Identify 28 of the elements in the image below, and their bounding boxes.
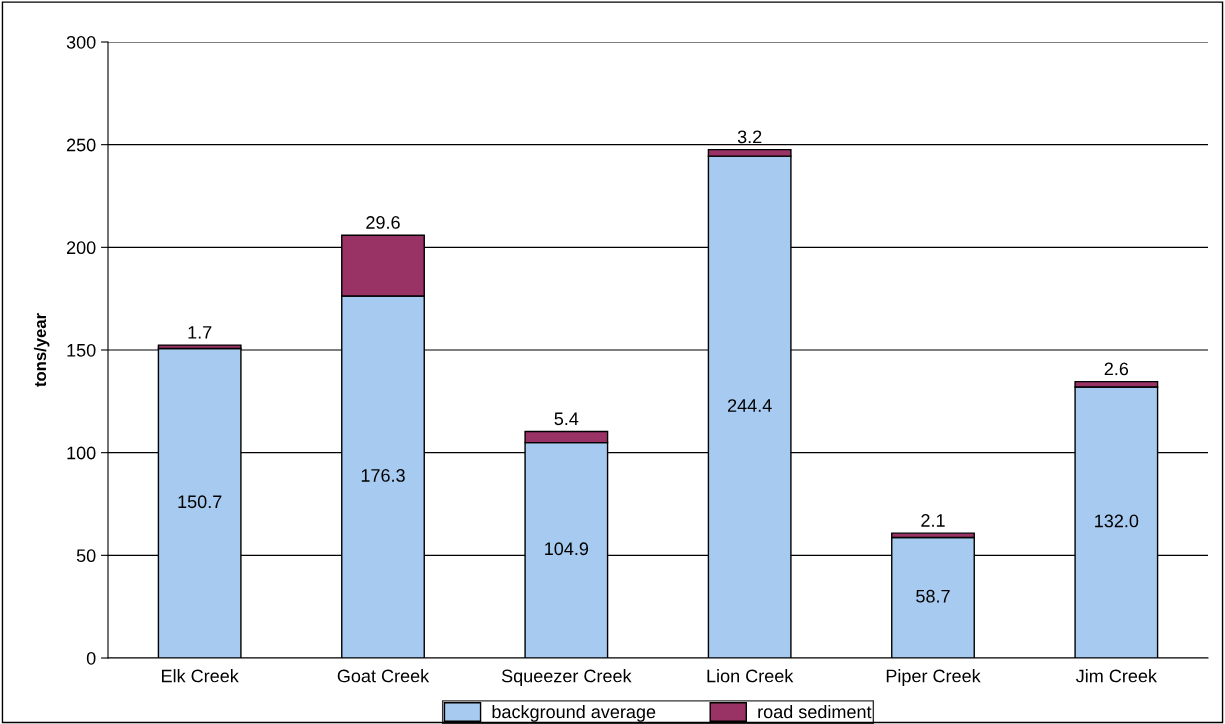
y-tick-label: 0: [86, 651, 96, 665]
data-label: 132.0: [1095, 514, 1139, 528]
data-label: 58.7: [916, 589, 950, 603]
x-tick-label: Goat Creek: [337, 669, 430, 683]
y-axis-title: tons/year: [33, 313, 50, 387]
data-label: 244.4: [727, 399, 772, 412]
data-label: 29.6: [366, 216, 400, 229]
data-label: 2.6: [1104, 362, 1129, 376]
y-tick-label: 200: [66, 241, 96, 255]
x-tick-label: Elk Creek: [162, 669, 239, 683]
x-tick-label: Lion Creek: [707, 669, 794, 683]
x-tick-label: Jim Creek: [1075, 669, 1157, 683]
data-label: 5.4: [554, 412, 579, 426]
legend-label: road sediment: [758, 704, 872, 719]
x-tick-label: Piper Creek: [886, 669, 981, 686]
y-tick-label: 50: [76, 549, 96, 563]
legend-label: background average: [492, 704, 656, 722]
y-tick-label: 150: [67, 343, 96, 357]
data-label: 1.7: [188, 326, 212, 339]
data-label: 176.3: [361, 469, 405, 482]
y-tick-label: 300: [66, 35, 96, 49]
data-label: 3.2: [737, 130, 762, 144]
x-tick-label: Squeezer Creek: [501, 669, 632, 686]
y-tick-label: 100: [67, 446, 96, 460]
data-label: 2.1: [921, 514, 945, 527]
y-tick-label: 250: [66, 138, 96, 152]
data-label: 150.7: [178, 495, 222, 509]
data-label: 104.9: [545, 542, 589, 556]
